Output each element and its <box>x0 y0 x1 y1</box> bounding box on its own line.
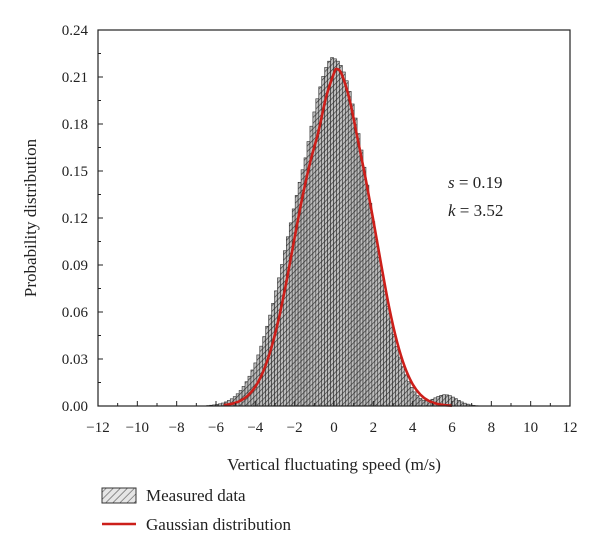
histogram-bar <box>401 366 405 407</box>
histogram-bar <box>377 257 382 407</box>
y-axis-title: Probability distribution <box>21 138 40 297</box>
x-tick-label: 4 <box>409 420 417 436</box>
legend: Measured data Gaussian distribution <box>101 486 291 534</box>
y-tick-label: 0.03 <box>62 352 88 368</box>
x-tick-label: −2 <box>287 420 303 436</box>
histogram-bar <box>374 239 379 407</box>
histogram-bar <box>359 149 364 407</box>
histogram-bar <box>347 91 352 407</box>
gaussian-curve <box>223 67 453 407</box>
histogram-bar <box>418 398 423 407</box>
histogram-bar <box>356 133 361 407</box>
histogram-bar <box>274 290 278 407</box>
histogram-bar <box>336 60 340 407</box>
histogram-bar <box>235 393 240 407</box>
histogram-bar <box>238 390 243 407</box>
histogram-bar <box>392 334 396 407</box>
histogram-bar <box>277 277 281 407</box>
histogram-bar <box>309 125 314 407</box>
x-tick-label: 0 <box>330 420 338 436</box>
skewness-label: s = 0.19 <box>448 173 502 192</box>
histogram-bar <box>362 166 367 407</box>
histogram-bar <box>244 381 249 407</box>
histogram-bar <box>327 60 331 407</box>
histogram-bar <box>345 80 349 407</box>
x-tick-label: −12 <box>86 420 109 436</box>
histogram-bar <box>303 157 308 407</box>
histogram-bar <box>321 76 325 407</box>
histogram-bar <box>406 381 411 407</box>
histogram-bar <box>365 184 370 407</box>
histogram-bar <box>342 71 346 407</box>
histogram-bar <box>460 401 464 407</box>
histogram-bar <box>421 399 426 407</box>
x-tick-label: −4 <box>247 420 263 436</box>
histogram-bar <box>318 86 323 407</box>
histogram-bar <box>271 303 275 407</box>
histogram-bar <box>404 374 408 407</box>
y-tick-label: 0.24 <box>62 23 89 39</box>
x-tick-label: −6 <box>208 420 224 436</box>
histogram-bar <box>368 202 373 407</box>
histogram-bar <box>268 314 272 407</box>
histogram-bar <box>283 250 287 407</box>
histogram-bar <box>457 400 461 407</box>
histogram-bar <box>415 395 420 407</box>
histogram-bar <box>241 386 246 407</box>
histogram-bar <box>371 221 376 407</box>
y-tick-label: 0.06 <box>62 305 89 321</box>
histogram-bar <box>380 274 384 407</box>
x-axis: −12 −10 −8 −6 −4 −2 0 2 4 6 8 10 12 <box>86 401 578 436</box>
histogram-bar <box>315 98 320 407</box>
y-tick-label: 0.21 <box>62 70 88 86</box>
y-tick-label: 0.09 <box>62 258 88 274</box>
x-tick-label: −10 <box>126 420 149 436</box>
y-tick-label: 0.18 <box>62 117 88 133</box>
x-tick-label: −8 <box>169 420 185 436</box>
histogram-bar <box>412 391 417 407</box>
histogram-bar <box>398 356 402 407</box>
histogram-bar <box>330 57 334 407</box>
histogram-bar <box>454 398 458 407</box>
histogram-bar <box>353 117 358 407</box>
legend-swatch-measured <box>101 487 137 504</box>
kurtosis-label: k = 3.52 <box>448 201 503 220</box>
legend-label-gaussian: Gaussian distribution <box>146 515 291 534</box>
x-tick-label: 12 <box>563 420 578 436</box>
histogram-bar <box>339 65 343 407</box>
histogram-bar <box>280 264 284 407</box>
x-axis-title: Vertical fluctuating speed (m/s) <box>227 455 441 474</box>
y-tick-label: 0.00 <box>62 399 88 415</box>
histogram-bar <box>312 111 317 407</box>
histogram-bar <box>389 320 393 407</box>
histogram-bar <box>324 67 328 407</box>
y-tick-label: 0.15 <box>62 164 88 180</box>
histogram-bar <box>350 103 355 407</box>
x-tick-label: 6 <box>448 420 456 436</box>
legend-label-measured: Measured data <box>146 486 246 505</box>
histogram-bar <box>306 141 311 407</box>
x-tick-label: 2 <box>370 420 378 436</box>
histogram-bar <box>386 306 390 407</box>
x-tick-label: 8 <box>488 420 496 436</box>
y-axis: 0.00 0.03 0.06 0.09 0.12 0.15 0.18 0.21 0.24 <box>62 23 103 415</box>
histogram-bar <box>383 290 387 407</box>
x-tick-label: 10 <box>523 420 538 436</box>
y-tick-label: 0.12 <box>62 211 88 227</box>
histogram-bar <box>395 346 399 407</box>
histogram-bars <box>206 57 482 407</box>
histogram-bar <box>333 58 337 407</box>
